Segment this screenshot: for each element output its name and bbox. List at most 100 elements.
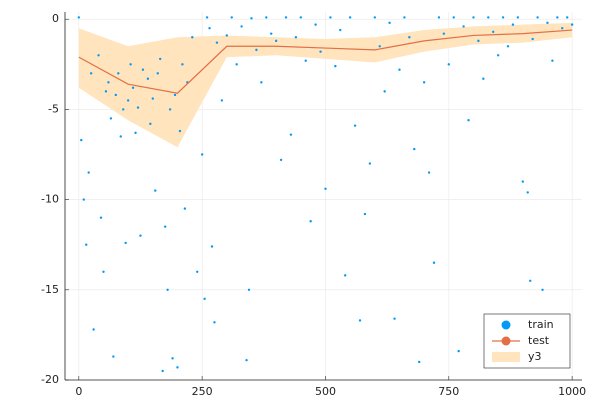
x-tick-label: 1000 bbox=[558, 385, 586, 398]
point bbox=[134, 131, 137, 135]
point bbox=[496, 54, 500, 57]
legend-label: y3 bbox=[528, 350, 542, 363]
point bbox=[114, 93, 118, 97]
point bbox=[279, 158, 283, 162]
point bbox=[104, 90, 108, 93]
y-tick-label: -20 bbox=[41, 373, 59, 386]
point bbox=[163, 225, 167, 228]
point bbox=[215, 41, 219, 44]
point bbox=[270, 32, 273, 35]
point bbox=[442, 32, 446, 35]
band bbox=[78, 22, 573, 148]
point bbox=[129, 63, 132, 66]
point bbox=[146, 77, 150, 80]
point bbox=[122, 108, 125, 111]
point bbox=[373, 16, 377, 19]
point bbox=[85, 243, 88, 246]
point bbox=[294, 36, 298, 39]
point bbox=[467, 119, 470, 122]
point bbox=[363, 212, 367, 216]
point bbox=[422, 81, 426, 84]
point bbox=[136, 106, 140, 109]
point bbox=[561, 27, 564, 30]
point bbox=[176, 366, 179, 369]
point bbox=[173, 93, 177, 97]
point bbox=[87, 171, 90, 174]
point bbox=[77, 16, 81, 19]
point bbox=[97, 54, 100, 57]
point bbox=[304, 59, 307, 62]
point bbox=[230, 16, 233, 19]
x-tick-label: 250 bbox=[192, 385, 213, 398]
point bbox=[99, 216, 103, 219]
legend: train test y3 bbox=[483, 313, 571, 369]
point bbox=[178, 129, 182, 133]
point bbox=[181, 63, 184, 66]
point bbox=[566, 16, 569, 19]
point bbox=[452, 16, 455, 19]
point bbox=[348, 16, 352, 19]
point bbox=[383, 90, 386, 93]
point bbox=[117, 72, 120, 75]
point bbox=[551, 59, 554, 62]
legend-label: train bbox=[528, 318, 554, 331]
point bbox=[159, 57, 162, 61]
x-tick-label: 500 bbox=[315, 385, 336, 398]
point bbox=[358, 319, 362, 322]
point bbox=[418, 360, 421, 364]
point bbox=[250, 17, 253, 20]
point bbox=[462, 25, 465, 28]
point bbox=[205, 16, 209, 19]
point bbox=[255, 48, 258, 52]
point bbox=[139, 234, 142, 237]
point bbox=[447, 63, 451, 66]
point bbox=[80, 138, 83, 142]
point bbox=[220, 99, 224, 102]
point bbox=[119, 135, 122, 138]
point bbox=[126, 99, 130, 102]
point bbox=[492, 30, 495, 34]
y-tick-label: -15 bbox=[41, 283, 59, 296]
point bbox=[247, 288, 251, 292]
point bbox=[141, 68, 145, 71]
point bbox=[529, 279, 532, 282]
point bbox=[196, 270, 199, 273]
point bbox=[506, 45, 510, 48]
point bbox=[210, 245, 214, 248]
point bbox=[191, 36, 194, 39]
point bbox=[156, 72, 159, 75]
point bbox=[570, 23, 574, 26]
point bbox=[541, 288, 544, 292]
point bbox=[427, 171, 431, 174]
line bbox=[78, 29, 573, 94]
point bbox=[329, 16, 332, 19]
legend-marker bbox=[501, 336, 511, 346]
point bbox=[531, 37, 534, 41]
point bbox=[408, 36, 411, 39]
point bbox=[556, 16, 559, 19]
point bbox=[437, 16, 441, 19]
point bbox=[289, 133, 293, 136]
point bbox=[353, 124, 357, 127]
y-tick-label: -5 bbox=[48, 102, 59, 115]
point bbox=[324, 187, 327, 190]
point bbox=[378, 45, 381, 48]
point bbox=[208, 27, 211, 30]
point bbox=[124, 241, 127, 245]
x-tick-label: 750 bbox=[438, 385, 459, 398]
y-tick-label: -10 bbox=[41, 193, 59, 206]
point bbox=[161, 369, 164, 373]
point bbox=[501, 16, 505, 19]
point bbox=[131, 86, 135, 89]
point bbox=[183, 207, 187, 210]
point bbox=[309, 220, 312, 223]
point bbox=[112, 355, 115, 358]
point bbox=[393, 317, 396, 320]
point bbox=[89, 72, 93, 75]
point bbox=[398, 68, 401, 71]
point bbox=[245, 358, 248, 362]
point bbox=[477, 39, 480, 43]
point bbox=[213, 321, 216, 324]
point bbox=[102, 270, 105, 273]
